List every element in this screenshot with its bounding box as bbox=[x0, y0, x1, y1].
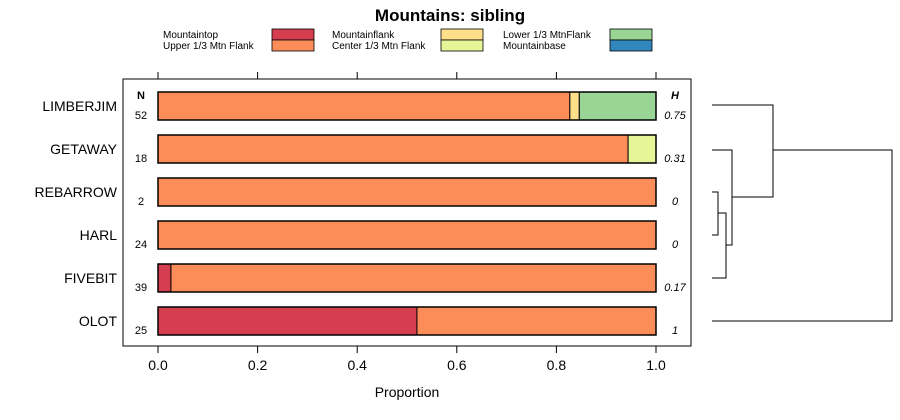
bar-outline-harl bbox=[157, 220, 657, 250]
h-value-rebarrow: 0 bbox=[672, 196, 679, 208]
bar-olot-upper-1-3-mtn-flank bbox=[416, 306, 657, 336]
n-value-fivebit: 39 bbox=[135, 282, 147, 294]
legend-swatch-mountaintop bbox=[271, 28, 315, 41]
x-tick-label-1: 0.2 bbox=[248, 357, 268, 373]
legend-label-mountainflank: Mountainflank bbox=[332, 30, 395, 41]
bar-fivebit-mountaintop bbox=[157, 263, 172, 293]
legend-label-upper-1-3-mtn-flank: Upper 1/3 Mtn Flank bbox=[163, 41, 255, 52]
row-label-fivebit: FIVEBIT bbox=[64, 270, 117, 286]
bars-group bbox=[157, 91, 657, 336]
bar-outline-fivebit bbox=[157, 263, 657, 293]
bar-rebarrow-upper-1-3-mtn-flank bbox=[157, 177, 657, 207]
n-value-getaway: 18 bbox=[135, 153, 147, 165]
row-label-rebarrow: REBARROW bbox=[35, 184, 118, 200]
row-labels-group: LIMBERJIM 52 0.75 GETAWAY 18 0.31 REBARROW 2 0 HA… bbox=[35, 98, 687, 337]
legend-label-mountaintop: Mountaintop bbox=[163, 30, 218, 41]
bar-outline-limberjim bbox=[157, 91, 657, 121]
bar-limberjim-mountainflank bbox=[569, 91, 580, 121]
bar-getaway-upper-1-3-mtn-flank bbox=[157, 134, 629, 164]
legend-swatch-lower-1-3-mtnflank bbox=[609, 28, 653, 41]
n-value-rebarrow: 2 bbox=[138, 196, 144, 208]
n-value-harl: 24 bbox=[135, 239, 147, 251]
chart-title: Mountains: sibling bbox=[375, 6, 525, 25]
x-tick-label-5: 1.0 bbox=[646, 357, 666, 373]
bar-limberjim-upper-1-3-mtn-flank bbox=[157, 91, 571, 121]
n-value-olot: 25 bbox=[135, 325, 147, 337]
x-axis: 0.0 0.2 0.4 0.6 0.8 1.0 bbox=[148, 72, 666, 373]
bar-outline-rebarrow bbox=[157, 177, 657, 207]
plot-frame bbox=[122, 78, 692, 347]
x-axis-title: Proportion bbox=[375, 384, 440, 400]
h-value-limberjim: 0.75 bbox=[664, 110, 686, 122]
dendrogram-branch-getaway bbox=[712, 149, 733, 246]
legend-label-mountainbase: Mountainbase bbox=[503, 41, 566, 52]
n-value-limberjim: 52 bbox=[135, 110, 147, 122]
h-value-harl: 0 bbox=[672, 239, 679, 251]
bar-outline-olot bbox=[157, 306, 657, 336]
row-label-getaway: GETAWAY bbox=[50, 141, 118, 157]
bar-limberjim-lower-1-3-mtnflank bbox=[578, 91, 657, 121]
dendrogram bbox=[712, 104, 893, 322]
bar-olot-mountaintop bbox=[157, 306, 418, 336]
h-value-fivebit: 0.17 bbox=[664, 282, 686, 294]
bar-fivebit-upper-1-3-mtn-flank bbox=[170, 263, 657, 293]
h-column-header: H bbox=[671, 90, 680, 102]
dendrogram-branch-limberjim bbox=[712, 104, 774, 198]
h-value-olot: 1 bbox=[672, 325, 678, 337]
row-label-harl: HARL bbox=[80, 227, 118, 243]
bar-outline-getaway bbox=[157, 134, 657, 164]
row-label-limberjim: LIMBERJIM bbox=[42, 98, 117, 114]
legend-swatch-upper-1-3-mtn-flank bbox=[271, 39, 315, 52]
bar-harl-upper-1-3-mtn-flank bbox=[157, 220, 657, 250]
x-tick-label-2: 0.4 bbox=[347, 357, 367, 373]
legend-label-center-1-3-mtn-flank: Center 1/3 Mtn Flank bbox=[332, 41, 426, 52]
legend-swatch-center-1-3-mtn-flank bbox=[440, 39, 484, 52]
bar-getaway-center-1-3-mtn-flank bbox=[627, 134, 657, 164]
x-tick-label-0: 0.0 bbox=[148, 357, 168, 373]
legend-label-lower-1-3-mtnflank: Lower 1/3 MtnFlank bbox=[503, 30, 592, 41]
dendrogram-branch-fivebit bbox=[712, 212, 727, 279]
dendrogram-branch-rebarrow-harl bbox=[712, 191, 719, 236]
legend-swatch-mountainflank bbox=[440, 28, 484, 41]
n-column-header: N bbox=[137, 90, 145, 102]
legend-swatch-mountainbase bbox=[609, 39, 653, 52]
dendrogram-branch-olot bbox=[712, 149, 893, 322]
x-tick-label-3: 0.6 bbox=[447, 357, 467, 373]
row-label-olot: OLOT bbox=[79, 313, 118, 329]
h-value-getaway: 0.31 bbox=[664, 153, 685, 165]
x-tick-label-4: 0.8 bbox=[547, 357, 567, 373]
